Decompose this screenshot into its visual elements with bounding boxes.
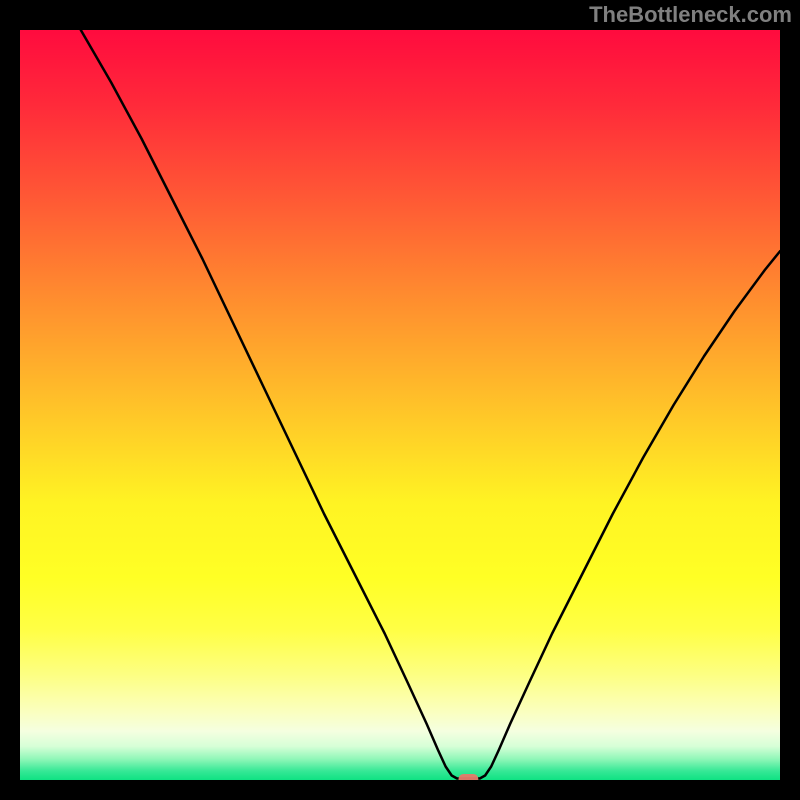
chart-frame: TheBottleneck.com — [0, 0, 800, 800]
optimal-marker — [459, 774, 479, 780]
watermark-text: TheBottleneck.com — [589, 2, 792, 28]
plot-area — [20, 30, 780, 780]
chart-svg — [20, 30, 780, 780]
